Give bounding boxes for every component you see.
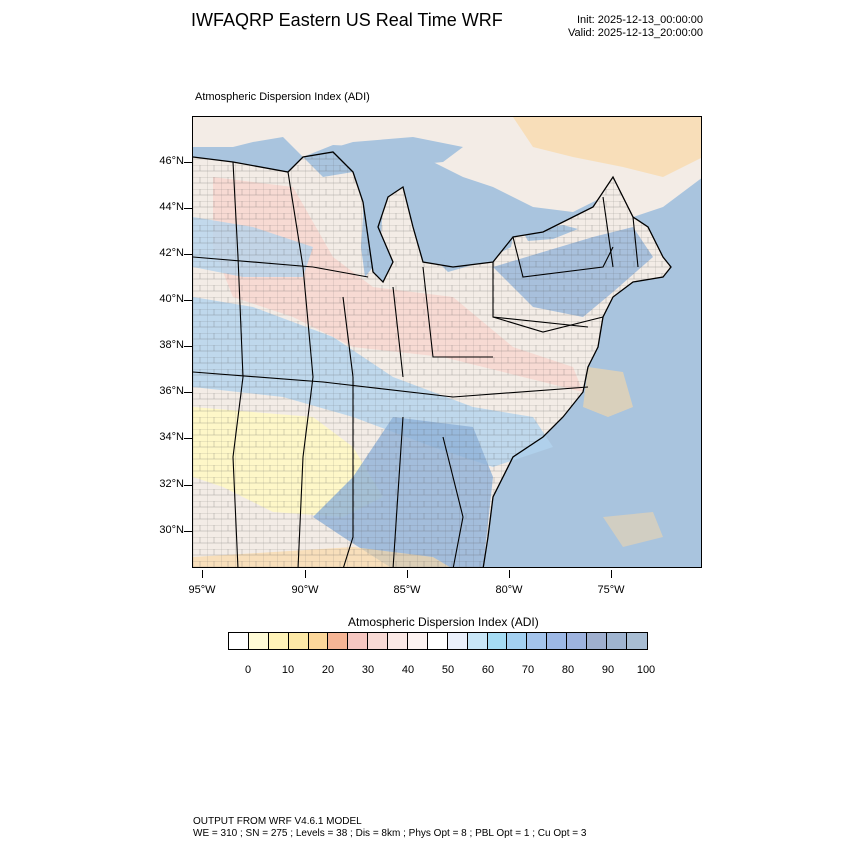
lon-label: 90°W [291,584,319,596]
valid-time: Valid: 2025-12-13_20:00:00 [568,27,703,39]
colorbar-swatch [368,633,389,649]
lat-tick [184,531,192,532]
colorbar-title: Atmospheric Dispersion Index (ADI) [348,615,539,629]
field-label: Atmospheric Dispersion Index (ADI) [195,91,370,103]
colorbar-label: 50 [441,664,455,676]
colorbar-swatch [348,633,369,649]
offshore-warm-patch [603,512,663,547]
longitude-axis: 95°W 90°W 85°W 80°W 75°W [188,570,702,600]
lat-tick [184,300,192,301]
colorbar-swatch [567,633,588,649]
init-time: Init: 2025-12-13_00:00:00 [577,14,703,26]
lat-label: 46°N [159,155,184,167]
colorbar-swatch [248,633,269,649]
lat-tick [184,162,192,163]
chart-title: IWFAQRP Eastern US Real Time WRF [191,10,503,30]
colorbar-label: 0 [244,664,252,676]
lat-tick [184,346,192,347]
colorbar-swatch [587,633,607,649]
colorbar-swatch [527,633,548,649]
colorbar-swatch [308,633,329,649]
colorbar-label: 60 [481,664,495,676]
map-panel [192,116,702,568]
model-info: OUTPUT FROM WRF V4.6.1 MODEL [193,816,362,827]
lon-label: 95°W [188,584,216,596]
colorbar-swatch [606,633,627,649]
colorbar-swatch [487,633,508,649]
lat-tick [184,254,192,255]
colorbar-swatch [408,633,428,649]
coastline [193,151,672,567]
lat-label: 32°N [159,478,184,490]
colorbar-label: 100 [636,664,656,676]
lat-label: 42°N [159,247,184,259]
lon-label: 85°W [393,584,421,596]
colorbar-label: 30 [361,664,375,676]
lat-tick [184,208,192,209]
county-boundaries [193,152,671,567]
colorbar-swatch [229,633,249,649]
lon-label: 80°W [495,584,523,596]
colorbar-label: 40 [401,664,415,676]
colorbar-label: 20 [321,664,335,676]
lat-label: 36°N [159,385,184,397]
lat-label: 34°N [159,431,184,443]
state-boundaries [193,161,639,567]
colorbar-swatch [447,633,468,649]
colorbar-swatch [507,633,528,649]
colorbar-labels: 0 10 20 30 40 50 60 70 80 90 100 [228,664,668,678]
lat-tick [184,392,192,393]
colorbar-swatch [268,633,289,649]
canada-warm-patch [513,117,701,177]
colorbar-label: 70 [521,664,535,676]
adi-map [193,117,701,567]
colorbar-swatch [547,633,568,649]
model-params: WE = 310 ; SN = 275 ; Levels = 38 ; Dis … [193,828,587,839]
lat-label: 40°N [159,293,184,305]
lat-tick [184,485,192,486]
lon-tick [509,570,510,578]
colorbar-swatch [467,633,488,649]
lon-label: 75°W [597,584,625,596]
colorbar-label: 90 [601,664,615,676]
lon-tick [202,570,203,578]
colorbar-swatch [288,633,309,649]
lat-tick [184,438,192,439]
lon-tick [407,570,408,578]
lake-huron [393,167,458,232]
lat-label: 38°N [159,339,184,351]
lon-tick [611,570,612,578]
colorbar [228,632,648,650]
colorbar-swatch [427,633,448,649]
colorbar-label: 10 [281,664,295,676]
latitude-axis: 46°N 44°N 42°N 40°N 38°N 36°N 34°N 32°N … [120,116,192,568]
colorbar-swatch [626,633,647,649]
lat-label: 44°N [159,201,184,213]
lat-label: 30°N [159,524,184,536]
lake-erie [438,237,513,272]
lon-tick [305,570,306,578]
colorbar-label: 80 [561,664,575,676]
colorbar-swatch [388,633,409,649]
atlantic-warm-water [583,367,633,417]
colorbar-swatch [328,633,349,649]
